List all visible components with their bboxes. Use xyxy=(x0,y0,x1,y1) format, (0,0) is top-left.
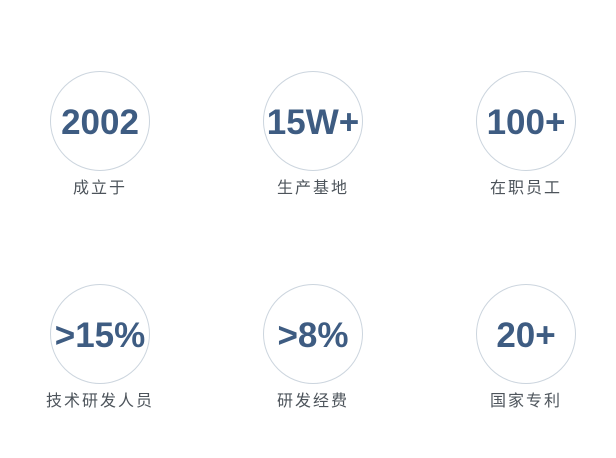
stat-circle: >8% xyxy=(263,284,363,384)
stat-value: 15W+ xyxy=(266,102,360,142)
stat-label: 研发经费 xyxy=(276,393,349,410)
stat-circle: 100+ xyxy=(476,71,576,171)
stat-label: 国家专利 xyxy=(489,393,562,410)
stat-value: >8% xyxy=(277,315,349,355)
stat-circle: >15% xyxy=(50,284,150,384)
stat-item-patents: 20+ 国家专利 xyxy=(456,284,596,411)
stat-item-founded-year: 2002 成立于 xyxy=(30,71,170,198)
stat-label: 生产基地 xyxy=(276,180,349,197)
stat-item-employees: 100+ 在职员工 xyxy=(456,71,596,198)
stat-value: 100+ xyxy=(486,102,566,142)
stat-label: 在职员工 xyxy=(489,180,562,197)
stat-value: 2002 xyxy=(61,102,139,142)
stat-circle: 15W+ xyxy=(263,71,363,171)
stat-circle: 20+ xyxy=(476,284,576,384)
stat-label: 成立于 xyxy=(72,180,127,197)
stat-label: 技术研发人员 xyxy=(45,393,154,410)
stat-item-rd-funding: >8% 研发经费 xyxy=(243,284,383,411)
stat-item-rd-staff: >15% 技术研发人员 xyxy=(30,284,170,411)
stat-value: 20+ xyxy=(496,315,556,355)
stat-circle: 2002 xyxy=(50,71,150,171)
stat-value: >15% xyxy=(54,315,146,355)
stat-item-production-base: 15W+ 生产基地 xyxy=(243,71,383,198)
